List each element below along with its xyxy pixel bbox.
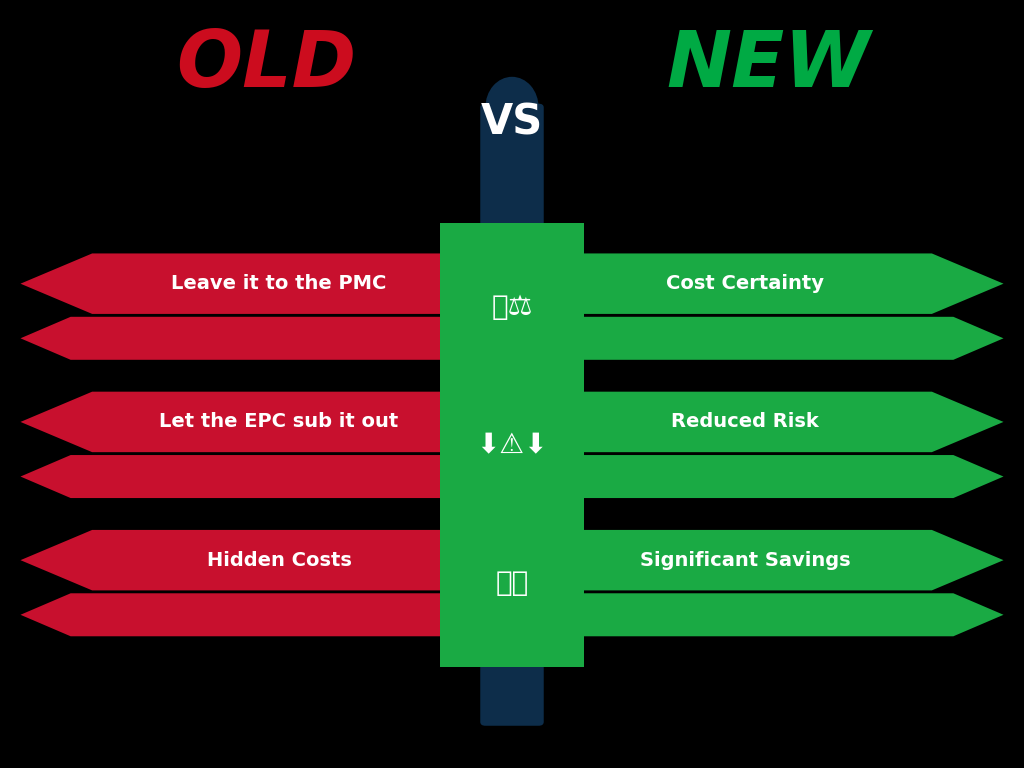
FancyBboxPatch shape (440, 361, 584, 528)
Polygon shape (486, 316, 1004, 359)
Text: Leave it to the PMC: Leave it to the PMC (171, 274, 387, 293)
FancyBboxPatch shape (440, 499, 584, 667)
Text: Let the EPC sub it out: Let the EPC sub it out (160, 412, 398, 432)
Text: Hidden Costs: Hidden Costs (207, 551, 351, 570)
Polygon shape (486, 530, 1004, 591)
Polygon shape (486, 455, 1004, 498)
FancyBboxPatch shape (480, 104, 544, 726)
Text: VS: VS (481, 102, 543, 144)
Text: NEW: NEW (666, 28, 870, 103)
Polygon shape (486, 253, 1004, 314)
Text: Cost Certainty: Cost Certainty (666, 274, 824, 293)
Polygon shape (20, 455, 538, 498)
Polygon shape (20, 594, 538, 636)
Polygon shape (20, 530, 538, 591)
FancyBboxPatch shape (440, 223, 584, 391)
Ellipse shape (485, 77, 539, 138)
Text: ⬇⚠⬇: ⬇⚠⬇ (476, 431, 548, 458)
Polygon shape (486, 392, 1004, 452)
Polygon shape (20, 253, 538, 314)
Polygon shape (20, 316, 538, 359)
Polygon shape (20, 392, 538, 452)
Text: Reduced Risk: Reduced Risk (671, 412, 819, 432)
Text: OLD: OLD (176, 28, 356, 103)
Text: Significant Savings: Significant Savings (640, 551, 850, 570)
Polygon shape (486, 594, 1004, 636)
Text: 🧍⚖: 🧍⚖ (492, 293, 532, 320)
Text: 🐖💰: 🐖💰 (496, 569, 528, 597)
